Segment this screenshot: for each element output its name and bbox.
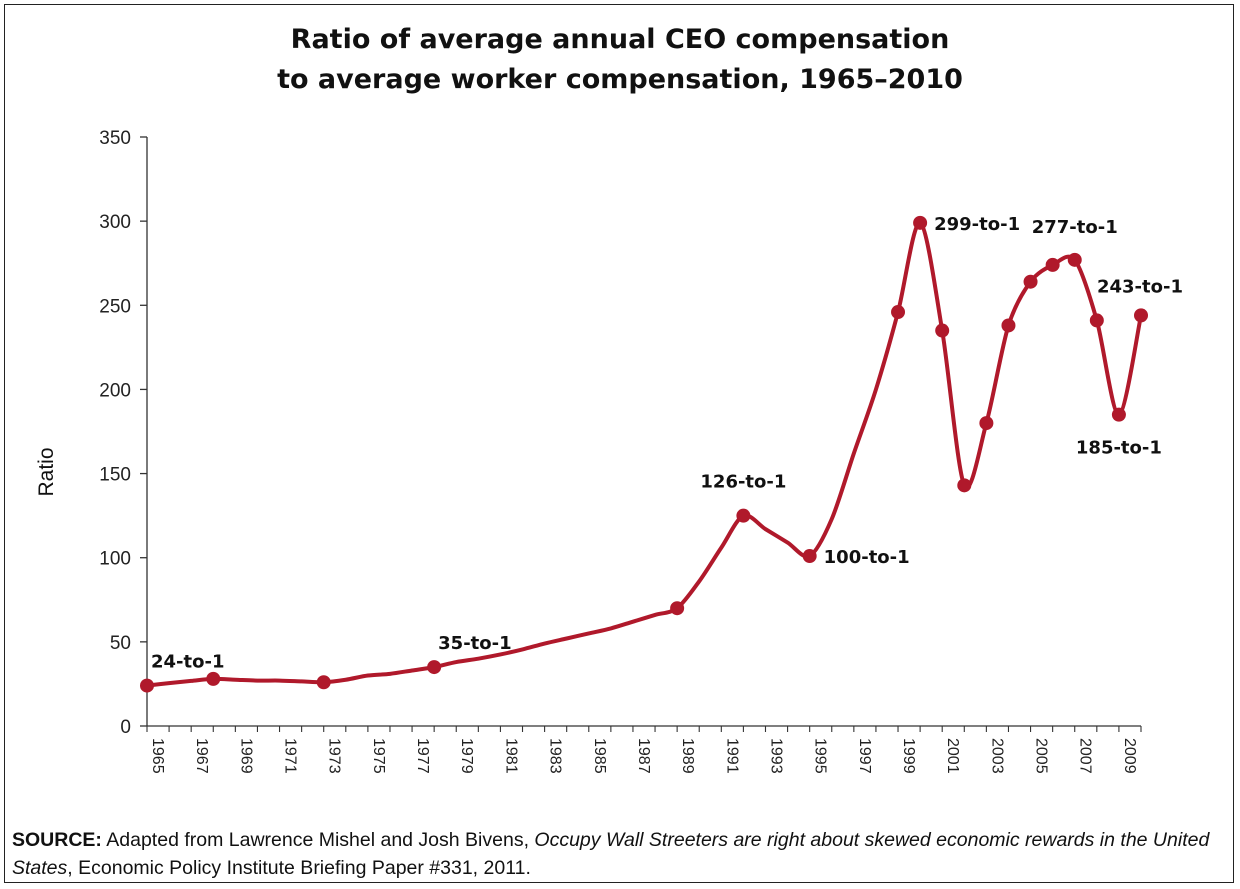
x-tick-label: 1981 (502, 738, 519, 774)
annotation-label: 243-to-1 (1097, 276, 1183, 297)
x-tick-label: 1977 (414, 738, 431, 774)
annotation-label: 277-to-1 (1032, 217, 1118, 238)
x-tick-label: 1965 (149, 738, 166, 774)
annotation-label: 35-to-1 (438, 633, 512, 654)
x-tick-label: 1993 (767, 738, 784, 774)
source-note: SOURCE: Adapted from Lawrence Mishel and… (12, 826, 1230, 882)
axes: 0 50 100 150 200 250 300 350 1965 1967 1969 1971 197… (99, 128, 1142, 774)
data-point (316, 675, 331, 690)
data-point (1089, 313, 1104, 328)
y-tick-label: 250 (99, 296, 131, 317)
source-title: Occupy Wall Streeters are right about sk… (12, 829, 1210, 879)
data-point (140, 678, 154, 693)
x-tick-label: 2009 (1121, 738, 1138, 774)
x-tick-label: 1969 (237, 738, 254, 774)
data-point (935, 323, 950, 338)
x-tick-label: 1985 (591, 738, 608, 774)
source-text-2: , Economic Policy Institute Briefing Pap… (67, 857, 531, 879)
annotations: 24-to-1 35-to-1 126-to-1 100-to-1 299-to-1 27… (151, 214, 1183, 673)
y-axis-label: Ratio (35, 447, 58, 496)
chart-title-line-1: Ratio of average annual CEO compensation (290, 24, 950, 55)
y-tick-label: 0 (120, 717, 131, 738)
annotation-label: 126-to-1 (700, 472, 786, 493)
x-tick-label: 2001 (944, 738, 961, 774)
x-tick-label: 1989 (679, 738, 696, 774)
x-tick-label: 1975 (370, 738, 387, 774)
chart-frame (4, 4, 1234, 883)
x-tick-label: 1997 (856, 738, 873, 774)
chart-title: Ratio of average annual CEO compensation… (0, 20, 1240, 100)
data-point (670, 601, 685, 616)
y-tick-label: 350 (99, 128, 131, 149)
y-tick-label: 200 (99, 380, 131, 401)
x-tick-label: 2005 (1033, 738, 1050, 774)
annotation-label: 299-to-1 (934, 214, 1020, 235)
x-tick-label: 1999 (900, 738, 917, 774)
y-tick-label: 150 (99, 465, 131, 486)
x-tick-label: 2007 (1077, 738, 1094, 774)
series-line (140, 215, 1148, 693)
annotation-label: 185-to-1 (1076, 438, 1162, 459)
source-text-1: Adapted from Lawrence Mishel and Josh Bi… (101, 829, 535, 851)
data-point (1023, 274, 1038, 289)
data-point (979, 416, 994, 431)
data-point (736, 508, 751, 523)
annotation-label: 100-to-1 (824, 547, 910, 568)
data-point (891, 305, 906, 320)
x-tick-label: 1995 (812, 738, 829, 774)
x-tick-label: 1967 (193, 738, 210, 774)
x-tick-label: 1983 (547, 738, 564, 774)
x-tick-label: 1973 (326, 738, 343, 774)
data-point (1111, 407, 1126, 422)
y-tick-label: 50 (110, 633, 131, 654)
y-tick-label: 100 (99, 549, 131, 570)
data-point (1001, 318, 1016, 333)
x-tick-label: 1971 (282, 738, 299, 774)
chart-title-line-2: to average worker compensation, 1965–201… (277, 64, 963, 95)
data-point (206, 671, 221, 686)
y-tick-label: 300 (99, 212, 131, 233)
data-point (957, 478, 972, 493)
series-path (145, 220, 1143, 688)
x-tick-label: 1987 (635, 738, 652, 774)
x-tick-label: 1979 (458, 738, 475, 774)
data-point (1045, 257, 1060, 272)
source-label: SOURCE: (12, 829, 102, 851)
x-tick-label: 1991 (723, 738, 740, 774)
data-point (427, 660, 442, 675)
data-point (1134, 308, 1148, 323)
data-point (802, 549, 817, 564)
data-point (913, 215, 928, 230)
x-tick-label: 2003 (988, 738, 1005, 774)
data-point (1067, 252, 1082, 267)
annotation-label: 24-to-1 (151, 652, 225, 673)
